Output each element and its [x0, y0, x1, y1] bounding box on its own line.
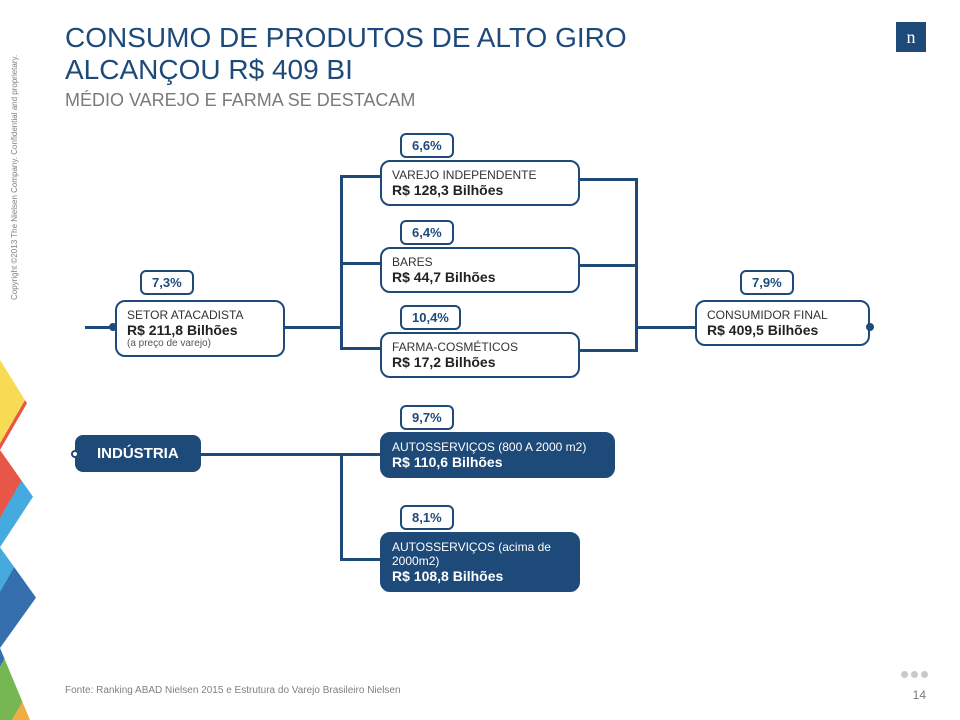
node-atacadista: SETOR ATACADISTA R$ 211,8 Bilhões (a pre… [115, 300, 285, 357]
varejo-indep-value: R$ 128,3 Bilhões [392, 182, 568, 198]
atacadista-value: R$ 211,8 Bilhões [127, 322, 273, 338]
consumidor-label: CONSUMIDOR FINAL [707, 308, 858, 322]
pct-varejo-indep: 6,6% [400, 133, 454, 158]
auto2-label: AUTOSSERVIÇOS (acima de 2000m2) [392, 540, 568, 568]
bares-label: BARES [392, 255, 568, 269]
pct-farma: 10,4% [400, 305, 461, 330]
conn [340, 262, 380, 265]
auto2-value: R$ 108,8 Bilhões [392, 568, 568, 584]
conn [340, 175, 380, 178]
page-number: 14 [913, 688, 926, 702]
conn [340, 347, 380, 350]
farma-label: FARMA-COSMÉTICOS [392, 340, 568, 354]
industria-label: INDÚSTRIA [97, 445, 179, 462]
farma-value: R$ 17,2 Bilhões [392, 354, 568, 370]
source-text: Fonte: Ranking ABAD Nielsen 2015 e Estru… [65, 685, 401, 696]
dot-connector [71, 450, 79, 458]
atacadista-sub: (a preço de varejo) [127, 338, 273, 349]
page-dots [901, 671, 928, 678]
conn [285, 326, 340, 329]
pct-atacadista: 7,3% [140, 270, 194, 295]
node-consumidor: CONSUMIDOR FINAL R$ 409,5 Bilhões [695, 300, 870, 346]
conn [340, 453, 343, 561]
conn [85, 326, 115, 329]
consumidor-value: R$ 409,5 Bilhões [707, 322, 858, 338]
nielsen-logo: n [896, 22, 926, 52]
conn [580, 264, 635, 267]
conn [340, 558, 380, 561]
pct-auto2: 8,1% [400, 505, 454, 530]
auto1-value: R$ 110,6 Bilhões [392, 454, 603, 470]
copyright-text: Copyright ©2013 The Nielsen Company. Con… [10, 55, 19, 300]
pct-bares: 6,4% [400, 220, 454, 245]
node-bares: BARES R$ 44,7 Bilhões [380, 247, 580, 293]
node-farma: FARMA-COSMÉTICOS R$ 17,2 Bilhões [380, 332, 580, 378]
conn [580, 178, 635, 181]
atacadista-label: SETOR ATACADISTA [127, 308, 273, 322]
conn [580, 349, 635, 352]
title-block: CONSUMO DE PRODUTOS DE ALTO GIRO ALCANÇO… [65, 22, 627, 111]
auto1-label: AUTOSSERVIÇOS (800 A 2000 m2) [392, 440, 603, 454]
conn [635, 326, 695, 329]
node-auto2: AUTOSSERVIÇOS (acima de 2000m2) R$ 108,8… [380, 532, 580, 592]
title-line2: ALCANÇOU R$ 409 BI [65, 54, 627, 86]
pct-auto1: 9,7% [400, 405, 454, 430]
bares-value: R$ 44,7 Bilhões [392, 269, 568, 285]
decorative-stripes [0, 360, 60, 720]
pct-consumidor: 7,9% [740, 270, 794, 295]
node-varejo-indep: VAREJO INDEPENDENTE R$ 128,3 Bilhões [380, 160, 580, 206]
nielsen-logo-letter: n [907, 27, 916, 48]
subtitle: MÉDIO VAREJO E FARMA SE DESTACAM [65, 90, 627, 111]
dot-connector [866, 323, 874, 331]
title-line1: CONSUMO DE PRODUTOS DE ALTO GIRO [65, 22, 627, 54]
node-industria: INDÚSTRIA [75, 435, 201, 472]
node-auto1: AUTOSSERVIÇOS (800 A 2000 m2) R$ 110,6 B… [380, 432, 615, 478]
conn [340, 453, 380, 456]
varejo-indep-label: VAREJO INDEPENDENTE [392, 168, 568, 182]
